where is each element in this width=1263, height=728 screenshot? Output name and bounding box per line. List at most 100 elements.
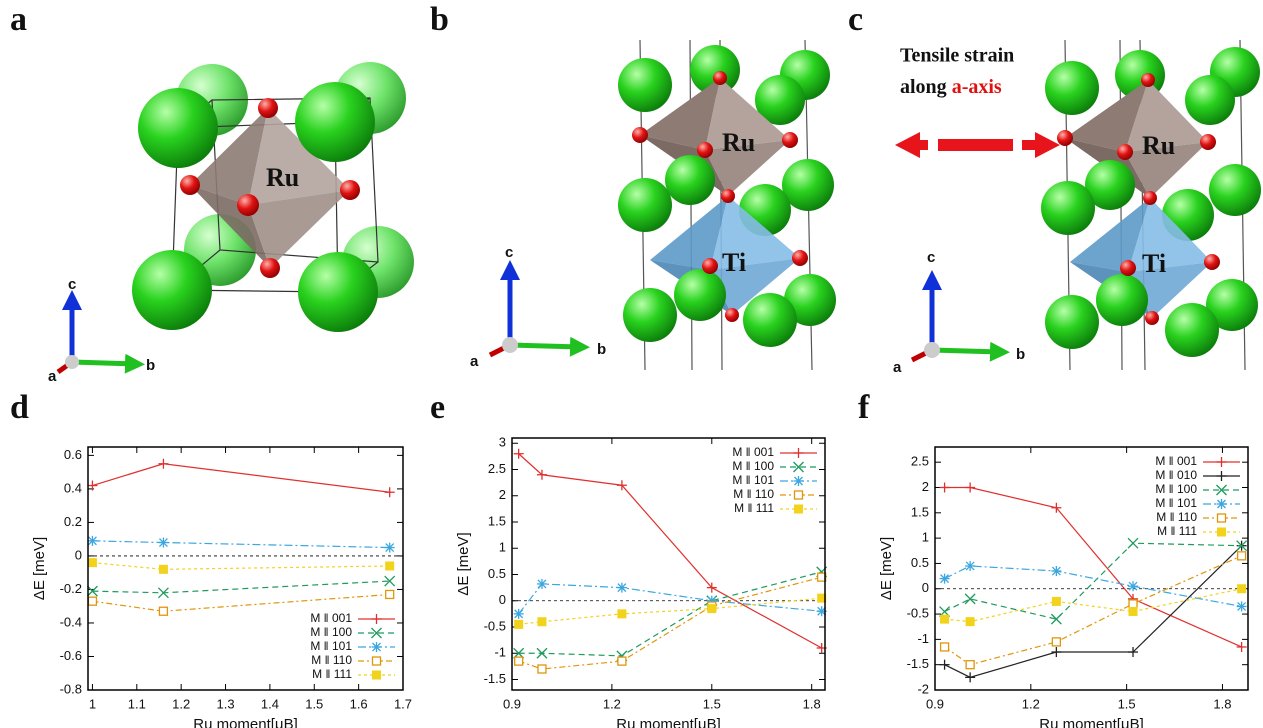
data-point [384, 487, 395, 498]
y-tick-label: 0.6 [64, 447, 82, 462]
legend-label: M ‖ 111 [734, 501, 774, 515]
legend-marker [1216, 499, 1227, 509]
data-point [965, 660, 975, 670]
marker-shape [793, 490, 804, 500]
marker-shape [371, 656, 382, 666]
panel-label: f [858, 389, 870, 426]
legend-label: M ‖ 100 [732, 459, 774, 473]
marker-shape [965, 660, 975, 670]
data-point [514, 656, 524, 666]
marker-stroke [617, 583, 627, 593]
y-tick-label: 0.5 [488, 566, 506, 581]
strain-text: along [900, 76, 947, 98]
y-tick-label: 2.5 [911, 454, 929, 469]
axes-triad [56, 260, 1010, 375]
data-point [158, 606, 169, 616]
data-point [537, 617, 547, 627]
marker-shape [158, 564, 168, 574]
legend-marker [371, 614, 382, 624]
data-point [536, 469, 547, 480]
axis-letter: c [505, 244, 513, 261]
marker-stroke [514, 609, 524, 619]
structure-a [132, 62, 414, 332]
x-tick-label: 1.3 [216, 696, 234, 711]
legend-marker [1216, 513, 1227, 523]
data-point [536, 578, 547, 589]
data-point [1051, 566, 1062, 577]
marker-shape [1236, 551, 1247, 561]
y-tick-label: -2 [917, 681, 929, 696]
marker-shape [514, 656, 524, 666]
axis-letter: a [893, 359, 902, 376]
series-line [518, 597, 822, 625]
marker-stroke [372, 642, 381, 652]
marker-stroke [87, 536, 97, 546]
data-point [940, 614, 950, 624]
series-line [518, 583, 822, 615]
legend-marker [1216, 484, 1227, 496]
legend-label: M ‖ 101 [732, 473, 774, 487]
y-tick-label: 2 [922, 479, 929, 494]
data-point [385, 561, 395, 571]
y-tick-label: -0.8 [60, 681, 82, 696]
y-tick-label: 1 [499, 540, 506, 555]
data-point [1237, 584, 1247, 594]
data-point [537, 664, 547, 674]
data-point [87, 480, 98, 491]
y-tick-label: -0.5 [484, 618, 506, 633]
data-point [1236, 641, 1247, 652]
data-point [513, 608, 524, 619]
series-line [92, 540, 390, 549]
marker-stroke [1217, 499, 1226, 509]
y-tick-label: 0 [499, 592, 506, 607]
y-tick-label: 0 [922, 580, 929, 595]
marker-shape [707, 604, 717, 614]
legend-label: M ‖ 111 [312, 667, 352, 681]
marker-shape [514, 619, 524, 629]
data-point [385, 589, 395, 600]
strain-text: along a-axis [900, 76, 1002, 98]
legend-marker [371, 656, 382, 666]
panel-label: b [430, 1, 449, 38]
data-point [158, 458, 169, 469]
marker-stroke [157, 587, 169, 599]
marker-shape [817, 593, 827, 603]
y-tick-label: 2 [499, 487, 506, 502]
plot-frame [511, 437, 826, 691]
data-point [965, 617, 975, 627]
data-point [1236, 540, 1248, 552]
data-point [617, 609, 627, 619]
y-tick-label: -0.4 [60, 614, 82, 629]
marker-shape [87, 596, 98, 606]
data-point [158, 564, 168, 574]
x-tick-label: 1.4 [261, 696, 279, 711]
data-point [87, 535, 98, 546]
marker-stroke [793, 461, 804, 473]
atom-label: Ti [1142, 249, 1166, 278]
marker-stroke [1051, 566, 1061, 576]
marker-shape [965, 617, 975, 627]
plot-frame [934, 446, 1249, 691]
marker-shape [385, 589, 395, 600]
x-tick-label: 0.9 [926, 696, 944, 711]
marker-shape [1216, 513, 1227, 523]
data-point [1236, 601, 1247, 612]
marker-stroke [1237, 602, 1247, 611]
legend-label: M ‖ 001 [310, 611, 352, 625]
axis-letter: a [48, 368, 57, 385]
legend-label: M ‖ 110 [733, 487, 774, 501]
data-point [384, 542, 395, 553]
marker-stroke [1128, 581, 1138, 591]
data-point [86, 585, 98, 597]
x-tick-label: 1.8 [1213, 696, 1231, 711]
x-tick-label: 1.5 [703, 696, 721, 711]
marker-shape [158, 606, 169, 616]
data-point [939, 642, 950, 652]
series-line [944, 565, 1242, 608]
y-tick-label: 1.5 [488, 513, 506, 528]
data-point [706, 582, 717, 593]
structure-c [1041, 39, 1261, 371]
series-line [944, 545, 1243, 678]
x-axis-label: Ru moment[μB] [193, 716, 298, 728]
